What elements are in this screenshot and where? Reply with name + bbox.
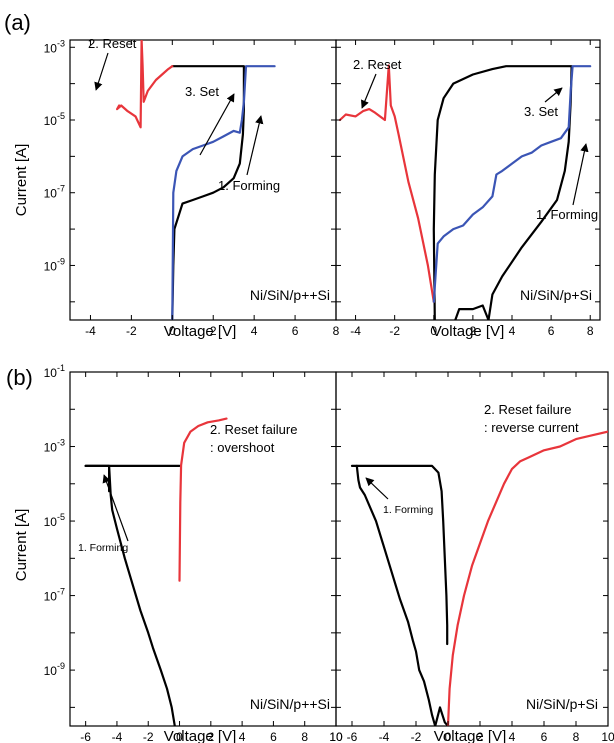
x-tick-label: 8 <box>573 730 580 743</box>
axis-ticks: -4 -2 0 2 4 6 8 <box>336 40 600 338</box>
x-tick-label: 4 <box>251 324 258 338</box>
x-tick-label: 10 <box>329 730 343 743</box>
annotation-reset: 2. Reset <box>353 57 402 72</box>
y-axis-title-b: Current [A] <box>13 509 30 582</box>
y-tick-label: 10-9 <box>44 661 65 678</box>
plot-frame <box>335 39 601 321</box>
series-line-2 <box>178 417 228 582</box>
x-tick-label: 6 <box>541 730 548 743</box>
annotation-set: 3. Set <box>524 104 558 119</box>
annotation-reset-failure: 2. Reset failure <box>484 402 571 417</box>
annotation-reverse-current: : reverse current <box>484 420 579 435</box>
y-tick-label: 10-3 <box>44 438 65 455</box>
chart-a-left: -4 -2 0 2 4 6 8 10-3 10-5 10-7 10-9 Voltage [V] 2.… <box>44 36 340 340</box>
arrow-forming <box>365 477 389 500</box>
annotation-forming: 1. Forming <box>383 504 433 516</box>
series-group <box>338 64 592 320</box>
plot-frame <box>69 39 337 321</box>
series-line-1 <box>355 464 450 726</box>
series-line-1 <box>338 64 435 303</box>
x-tick-label: -6 <box>347 730 358 743</box>
x-tick-label: 4 <box>509 730 516 743</box>
chart-b-right: 10 -6 -4 -2 0 2 4 6 8 10 Voltage [V] 2. Reset fai… <box>329 371 614 743</box>
series-line-0 <box>350 464 449 646</box>
x-axis-title: Voltage [V] <box>432 323 505 340</box>
series-group <box>84 417 228 726</box>
series-line-0 <box>171 65 245 320</box>
x-tick-label: 2 <box>210 324 217 338</box>
series-group <box>115 40 276 320</box>
annotation-reset-failure: 2. Reset failure <box>210 422 297 437</box>
x-tick-label: 8 <box>301 730 308 743</box>
chart-a-right: -4 -2 0 2 4 6 8 Voltage [V] 2. Reset 3. Set 1.… <box>335 39 601 340</box>
annotation-forming: 1. Forming <box>78 542 128 554</box>
sample-label: Ni/SiN/p+Si <box>520 287 592 303</box>
series-line-2 <box>171 65 276 320</box>
panel-label-a: (a) <box>4 10 31 35</box>
x-axis-title: Voltage [V] <box>164 728 237 743</box>
x-tick-label: -2 <box>126 324 137 338</box>
x-tick-label: 2 <box>470 324 477 338</box>
x-tick-label: 4 <box>509 324 516 338</box>
x-tick-label: -2 <box>389 324 400 338</box>
x-tick-label: 0 <box>176 730 183 743</box>
arrow-forming <box>572 143 589 206</box>
panel-label-b: (b) <box>6 365 33 390</box>
x-tick-label: 8 <box>587 324 594 338</box>
series-line-1 <box>115 40 174 129</box>
y-tick-label: 10-5 <box>44 512 65 529</box>
x-tick-label: -4 <box>350 324 361 338</box>
y-tick-label: 10-1 <box>44 363 65 380</box>
y-tick-label: 10-3 <box>44 38 65 55</box>
x-tick-label: -6 <box>80 730 91 743</box>
x-tick-label: 6 <box>548 324 555 338</box>
y-tick-label: 10-7 <box>44 587 65 604</box>
y-tick-label: 10-7 <box>44 184 65 201</box>
axis-ticks: 10 -6 -4 -2 0 2 4 6 8 10 <box>329 371 614 743</box>
annotation-forming: 1. Forming <box>218 178 280 193</box>
x-tick-label: -2 <box>411 730 422 743</box>
y-tick-label: 10-5 <box>44 111 65 128</box>
chart-b-left: -6 -4 -2 0 2 4 6 8 10 10-1 10-3 10-5 10-7 10-9 Voltag… <box>44 363 343 743</box>
x-tick-label: 10 <box>329 730 343 743</box>
x-axis-title: Voltage [V] <box>164 323 237 340</box>
annotation-forming: 1. Forming <box>536 207 598 222</box>
sample-label: Ni/SiN/p++Si <box>250 287 330 303</box>
plot-frame <box>335 371 609 727</box>
x-tick-label: 2 <box>477 730 484 743</box>
arrow-forming <box>246 115 264 176</box>
series-group <box>350 430 608 726</box>
y-axis-title-a: Current [A] <box>13 144 30 217</box>
arrow-reset <box>360 73 377 109</box>
x-tick-label: 8 <box>333 324 340 338</box>
x-tick-label: 10 <box>601 730 614 743</box>
x-tick-label: 0 <box>445 730 452 743</box>
x-tick-label: 6 <box>292 324 299 338</box>
series-line-2 <box>446 430 608 726</box>
arrow-set <box>199 93 235 156</box>
x-tick-label: 2 <box>207 730 214 743</box>
sample-label: Ni/SiN/p++Si <box>250 696 330 712</box>
x-tick-label: 0 <box>169 324 176 338</box>
x-tick-label: 4 <box>239 730 246 743</box>
x-tick-label: -4 <box>379 730 390 743</box>
series-line-2 <box>432 65 592 303</box>
x-tick-label: -2 <box>143 730 154 743</box>
series-line-0 <box>84 464 176 726</box>
x-tick-label: 6 <box>270 730 277 743</box>
arrow-set <box>544 87 563 103</box>
y-tick-label: 10-9 <box>44 256 65 273</box>
x-tick-label: 0 <box>430 324 437 338</box>
sample-label: Ni/SiN/p+Si <box>526 696 598 712</box>
x-tick-label: -4 <box>85 324 96 338</box>
annotation-overshoot: : overshoot <box>210 440 275 455</box>
x-axis-title: Voltage [V] <box>434 728 507 743</box>
annotation-set: 3. Set <box>185 84 219 99</box>
arrow-forming <box>102 474 129 542</box>
x-tick-label: -4 <box>112 730 123 743</box>
arrow-reset <box>94 52 109 91</box>
annotation-reset: 2. Reset <box>88 36 137 51</box>
